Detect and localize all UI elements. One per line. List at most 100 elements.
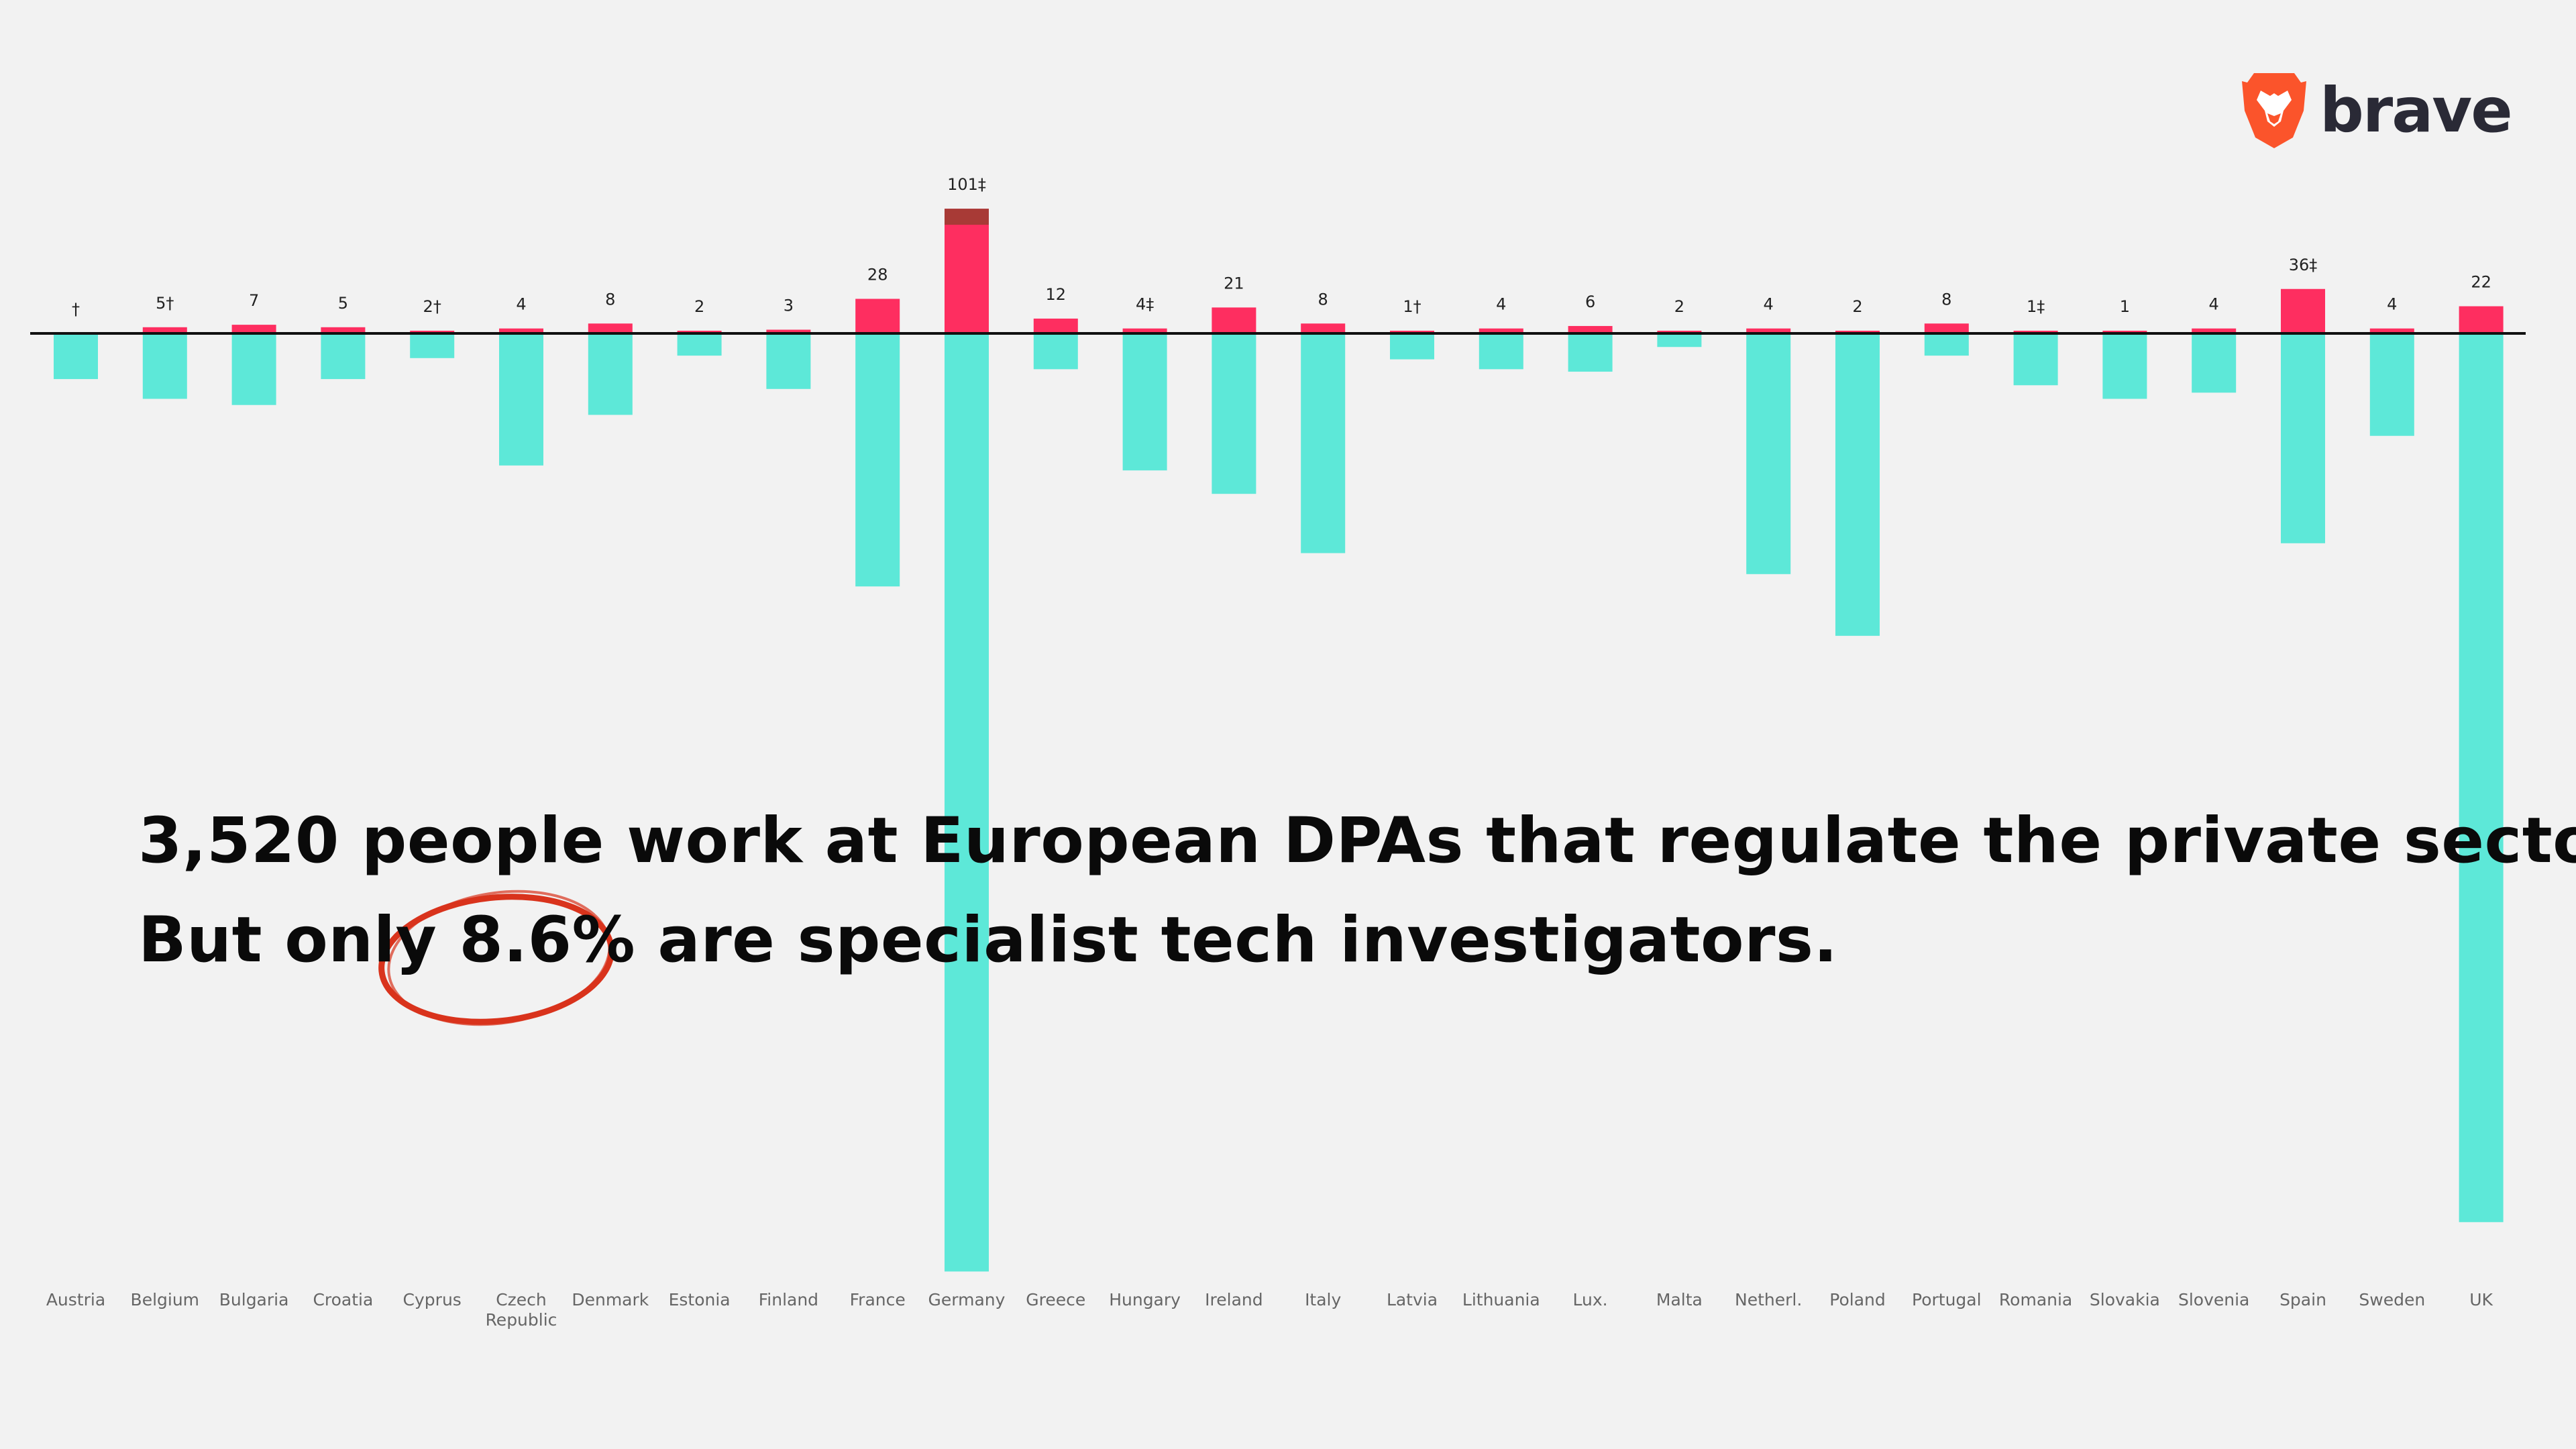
category-label-estonia: Estonia [669,1290,731,1309]
value-label-estonia: 2 [694,297,704,316]
tech-investigator-bar-belgium [142,327,187,333]
category-label-croatia: Croatia [313,1290,373,1309]
other-staff-bar-germany [945,333,989,1272]
value-label-croatia: 5 [338,294,348,313]
category-label-lux: Lux. [1573,1290,1608,1309]
category-label-portugal: Portugal [1912,1290,1982,1309]
tech-investigator-bar-finland [766,329,811,333]
category-label-slovenia: Slovenia [2178,1290,2249,1309]
other-staff-bar-bulgaria [231,333,276,405]
category-label-austria: Austria [46,1290,105,1309]
other-staff-bar-portugal [1924,333,1969,356]
tech-investigator-bar-spain [2281,288,2325,333]
value-label-romania: 1‡ [2027,297,2045,316]
other-staff-bar-hungary [1122,333,1167,471]
value-label-spain: 36‡ [2289,256,2318,274]
value-label-malta: 2 [1674,297,1684,316]
other-staff-bar-italy [1301,333,1346,553]
tech-investigator-bar-hungary [1122,328,1167,333]
value-label-uk: 22 [2471,273,2491,292]
value-label-lithuania: 4 [1496,295,1506,314]
tech-investigator-bar-germany [945,209,989,333]
category-label-greece: Greece [1026,1290,1085,1309]
value-label-poland: 2 [1852,297,1862,316]
category-label-france: France [850,1290,906,1309]
other-staff-bar-lithuania [1479,333,1523,370]
other-staff-bar-cyprus [410,333,455,358]
category-label-poland: Poland [1829,1290,1885,1309]
value-label-lux: 6 [1585,292,1595,311]
category-label-denmark: Denmark [572,1290,649,1309]
value-label-denmark: 8 [605,290,615,309]
value-label-slovenia: 4 [2209,295,2219,314]
value-label-finland: 3 [784,296,794,315]
category-label-hungary: Hungary [1109,1290,1181,1309]
tech-investigator-bar-lithuania [1479,328,1523,333]
tech-investigator-bar-lux [1568,325,1613,333]
category-label-slovakia: Slovakia [2090,1290,2160,1309]
category-label-sweden: Sweden [2359,1290,2425,1309]
other-staff-bar-finland [766,333,811,389]
headline-line-2-end: are specialist tech investigators. [635,904,1838,977]
tech-investigator-bar-denmark [588,323,633,333]
brave-logo: brave [2241,70,2513,150]
category-label-germany: Germany [928,1290,1006,1309]
headline-line-2-start: But only [138,904,460,977]
tech-investigator-bar-bulgaria [231,325,276,333]
category-label-belgium: Belgium [131,1290,200,1309]
tech-investigator-bar-sweden [2369,328,2414,333]
tech-investigator-bar-croatia [321,327,366,333]
value-label-france: 28 [867,265,888,284]
tech-investigator-bar-dark-segment [945,209,989,225]
headline: 3,520 people work at European DPAs that … [138,792,2576,990]
other-staff-bar-croatia [321,333,366,380]
other-staff-bar-slovenia [2192,333,2237,393]
other-staff-bar-sweden [2369,333,2414,436]
other-staff-bar-latvia [1390,333,1434,360]
highlight-circle [378,894,614,1025]
category-label-netherl: Netherl. [1735,1290,1802,1309]
category-label-czech-republic-2: Republic [486,1310,557,1330]
tech-investigator-bar-slovenia [2192,328,2237,333]
category-label-latvia: Latvia [1387,1290,1438,1309]
other-staff-bar-netherl [1746,333,1791,574]
value-label-belgium: 5† [156,294,174,313]
other-staff-bar-austria [54,333,98,380]
other-staff-bar-estonia [677,333,722,356]
category-label-ireland: Ireland [1205,1290,1263,1309]
highlight-circle-stroke [387,890,611,1026]
value-label-latvia: 1† [1403,297,1421,316]
value-label-austria: † [72,300,80,319]
other-staff-bar-belgium [142,333,187,399]
other-staff-bar-romania [2013,333,2058,386]
other-staff-bar-france [855,333,900,587]
tech-investigator-bar-portugal [1924,323,1969,333]
other-staff-bar-denmark [588,333,633,415]
tech-investigator-bar-france [855,299,900,333]
other-staff-bar-poland [1835,333,1880,636]
highlighted-percentage: 8.6% [459,904,636,977]
brave-lion-icon [2242,73,2306,148]
category-label-uk: UK [2469,1290,2493,1309]
tech-investigator-bar-greece [1033,318,1078,333]
other-staff-bar-czech-republic [499,333,543,466]
value-label-hungary: 4‡ [1136,295,1154,314]
category-label-romania: Romania [1999,1290,2072,1309]
tech-investigator-bar-netherl [1746,328,1791,333]
other-staff-bar-malta [1657,333,1702,347]
value-label-bulgaria: 7 [249,291,259,310]
value-label-ireland: 21 [1224,274,1244,292]
tech-investigator-bar-uk [2459,306,2504,333]
logo-text: brave [2320,74,2513,146]
category-label-spain: Spain [2279,1290,2326,1309]
other-staff-bar-uk [2459,333,2504,1222]
tech-investigator-bar-czech-republic [499,328,543,333]
category-label-finland: Finland [759,1290,818,1309]
headline-line-2: But only 8.6% are specialist tech invest… [138,891,2576,990]
value-label-slovakia: 1 [2120,297,2130,316]
category-label-bulgaria: Bulgaria [219,1290,289,1309]
other-staff-bar-greece [1033,333,1078,370]
tech-investigator-bars [142,209,2504,333]
